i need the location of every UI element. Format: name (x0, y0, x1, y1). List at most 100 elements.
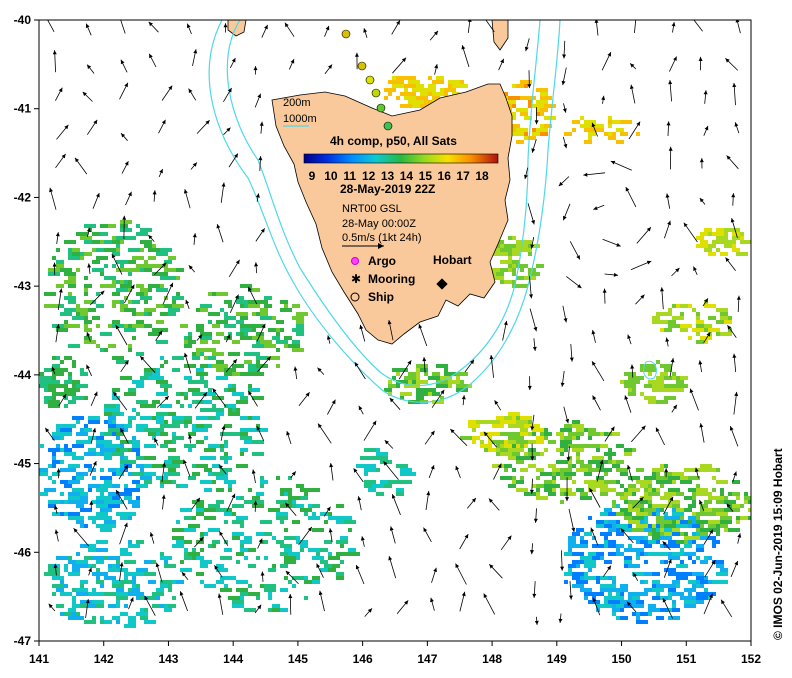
sst-pixel (148, 376, 160, 380)
sst-pixel (124, 464, 132, 468)
sst-pixel (68, 616, 80, 620)
sst-pixel (496, 448, 500, 452)
sst-pixel (652, 580, 660, 584)
current-arrowhead (325, 25, 330, 31)
sst-pixel (240, 284, 252, 288)
sst-pixel (580, 492, 588, 496)
sst-pixel (260, 476, 264, 480)
sst-pixel (724, 500, 736, 504)
current-arrowhead (372, 420, 377, 426)
sst-pixel (540, 112, 544, 116)
sst-pixel (500, 244, 504, 248)
current-arrow (383, 461, 399, 481)
sst-pixel (688, 556, 692, 560)
sst-pixel (120, 308, 124, 312)
sst-pixel (52, 460, 60, 464)
sst-pixel (668, 540, 680, 544)
sst-pixel (72, 360, 76, 364)
sst-pixel (40, 380, 52, 384)
sst-pixel (404, 384, 412, 388)
sst-pixel (164, 272, 168, 276)
sst-pixel (628, 388, 632, 392)
current-arrowhead (92, 428, 97, 433)
sst-pixel (276, 320, 284, 324)
current-arrowhead (285, 570, 290, 576)
sst-pixel (380, 480, 388, 484)
sst-pixel (64, 564, 68, 568)
current-arrowhead (662, 541, 667, 546)
current-arrowhead (627, 334, 631, 339)
sst-pixel (724, 508, 732, 512)
sst-pixel (488, 440, 492, 444)
current-arrowhead (121, 133, 126, 138)
current-arrowhead (531, 148, 536, 153)
sst-pixel (688, 488, 700, 492)
sst-pixel (608, 456, 612, 460)
sst-pixel (548, 464, 552, 468)
sst-pixel (684, 552, 696, 556)
sst-pixel (52, 456, 56, 460)
sst-pixel (116, 424, 124, 428)
sst-pixel (572, 448, 584, 452)
sst-pixel (220, 444, 224, 448)
sst-pixel (504, 464, 512, 468)
sst-pixel (48, 380, 60, 384)
sst-pixel (572, 420, 580, 424)
sst-pixel (132, 436, 136, 440)
sst-pixel (128, 416, 136, 420)
sst-pixel (196, 424, 204, 428)
sst-pixel (608, 124, 612, 128)
sst-pixel (228, 412, 240, 416)
sst-pixel (96, 248, 104, 252)
sst-pixel (676, 476, 688, 480)
sst-pixel (584, 480, 596, 484)
sst-pixel (116, 496, 120, 500)
sst-pixel (620, 484, 624, 488)
current-arrowhead (155, 562, 160, 568)
sst-pixel (292, 348, 304, 352)
sst-pixel (608, 552, 616, 556)
sst-pixel (672, 580, 680, 584)
sst-pixel (168, 468, 176, 472)
sst-pixel (124, 604, 128, 608)
sst-pixel (104, 480, 112, 484)
sst-pixel (220, 432, 232, 436)
sst-pixel (60, 428, 72, 432)
sst-pixel (700, 232, 708, 236)
sst-pixel (184, 344, 192, 348)
sst-pixel (256, 424, 260, 428)
sst-pixel (160, 480, 172, 484)
sst-pixel (396, 380, 408, 384)
sst-pixel (236, 464, 248, 468)
sst-pixel (696, 600, 704, 604)
current-arrowhead (736, 295, 741, 300)
sst-pixel (500, 260, 504, 264)
sst-pixel (180, 508, 192, 512)
sst-pixel (88, 488, 92, 492)
sst-pixel (172, 356, 176, 360)
lat-tick-label: -44 (14, 368, 32, 382)
sst-pixel (408, 100, 420, 104)
sst-pixel (240, 396, 248, 400)
current-arrowhead (149, 53, 153, 59)
sst-pixel (260, 324, 264, 328)
sst-pixel (64, 308, 76, 312)
sst-pixel (40, 444, 44, 448)
current-arrowhead (726, 503, 731, 508)
sst-pixel (168, 448, 176, 452)
sst-pixel (84, 240, 92, 244)
sst-pixel (112, 452, 124, 456)
sst-pixel (628, 524, 632, 528)
current-arrowhead (636, 121, 641, 126)
sst-pixel (108, 416, 116, 420)
sst-pixel (156, 376, 164, 380)
sst-pixel (456, 384, 468, 388)
sst-pixel (224, 312, 228, 316)
sst-pixel (576, 456, 580, 460)
sst-pixel (164, 460, 172, 464)
current-arrowhead (51, 366, 56, 372)
sst-pixel (196, 556, 204, 560)
current-arrowhead (698, 360, 703, 365)
sst-pixel (404, 96, 416, 100)
sst-pixel (536, 484, 544, 488)
